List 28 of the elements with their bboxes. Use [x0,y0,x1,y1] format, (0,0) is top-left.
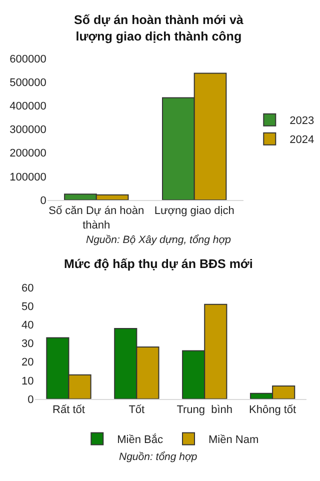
y-tick-label: 60 [22,282,34,295]
text: Nguồn: tổng hợp [119,451,198,463]
x-tick-label: Số căn Dự án hoàn thành [48,205,144,232]
chart-title: Số dự án hoàn thành mới và lượng giao dịch thành công [74,13,244,44]
x-tick-label: Lượng giao dịch [154,205,234,218]
legend-label: 2024 [290,134,314,146]
y-tick-label: 600000 [10,53,46,66]
y-tick-label: 40 [22,320,34,332]
x-tick-label: Rất tốt [52,404,85,416]
y-tick-label: 50 [22,301,34,314]
y-tick-label: 20 [22,356,34,369]
y-tick-label: 500000 [10,77,46,90]
x-tick-label: Trung bình [176,404,233,416]
y-tick-label: 100000 [10,171,46,184]
y-tick-label: 200000 [10,148,46,160]
y-tick-label: 400000 [10,100,46,113]
legend-label: Miền Nam [208,434,259,446]
y-tick-label: 0 [40,194,46,207]
legend-label: 2023 [290,115,314,128]
y-tick-label: 0 [28,394,34,406]
legend-label: Miền Bắc [117,433,164,446]
y-tick-label: 10 [22,375,34,388]
x-tick-label: Tốt [128,404,145,416]
y-tick-label: 300000 [10,124,46,136]
y-tick-label: 30 [22,338,34,350]
x-tick-label: Không tốt [249,404,296,416]
chart-title: Mức độ hấp thụ dự án BĐS mới [64,257,253,271]
text: Nguồn: Bộ Xây dựng, tổng hợp [86,234,232,246]
